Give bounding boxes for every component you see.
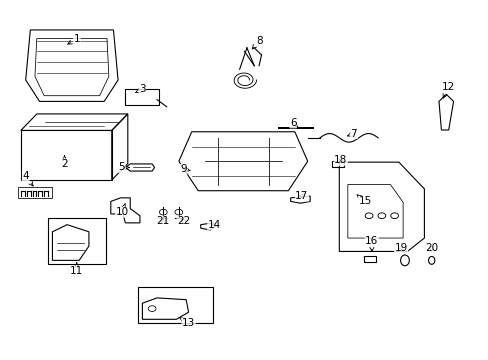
Text: 21: 21 xyxy=(156,216,169,226)
Text: 10: 10 xyxy=(115,204,128,217)
Text: 1: 1 xyxy=(68,34,80,44)
Text: 6: 6 xyxy=(289,118,297,128)
Text: 11: 11 xyxy=(70,263,83,276)
Text: 5: 5 xyxy=(119,162,129,172)
Text: 14: 14 xyxy=(207,220,221,230)
Text: 13: 13 xyxy=(179,317,195,328)
Text: 20: 20 xyxy=(424,243,437,253)
Text: 4: 4 xyxy=(22,171,33,186)
Text: 18: 18 xyxy=(333,156,346,165)
Text: 8: 8 xyxy=(252,36,262,49)
Text: 19: 19 xyxy=(394,243,407,253)
Text: 9: 9 xyxy=(180,164,190,174)
Text: 7: 7 xyxy=(346,129,356,139)
Bar xyxy=(363,256,375,262)
Text: 15: 15 xyxy=(356,195,371,206)
Text: 22: 22 xyxy=(177,216,190,226)
Text: 3: 3 xyxy=(136,84,145,94)
Text: 17: 17 xyxy=(295,191,308,201)
Bar xyxy=(331,161,344,167)
Text: 2: 2 xyxy=(61,156,68,169)
Text: 16: 16 xyxy=(365,236,378,251)
Text: 12: 12 xyxy=(441,82,454,98)
